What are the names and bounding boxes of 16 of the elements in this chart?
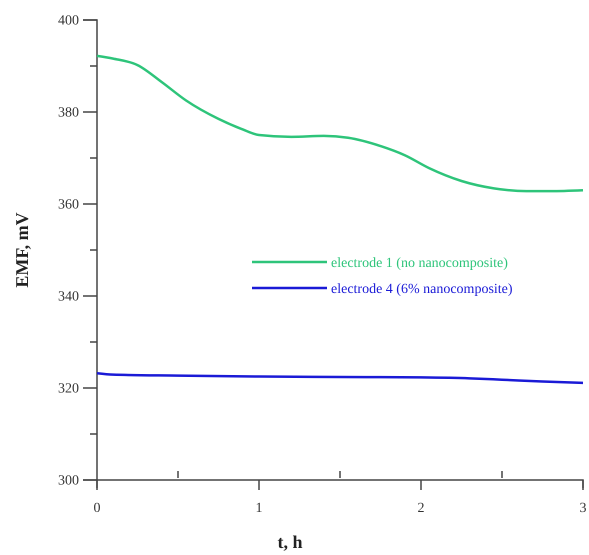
- y-tick-label: 360: [58, 197, 79, 212]
- y-tick-label: 340: [58, 289, 79, 304]
- y-tick-label: 300: [58, 473, 79, 488]
- y-tick-label: 400: [58, 13, 79, 28]
- x-tick-label: 1: [256, 500, 262, 516]
- x-tick-label: 2: [418, 500, 424, 516]
- x-axis-title: t, h: [277, 532, 303, 552]
- y-tick-label: 320: [58, 381, 79, 396]
- line-series: [96, 372, 584, 384]
- text: electrode 1 (no nanocomposite): [331, 256, 508, 271]
- y-tick-label: 380: [58, 105, 79, 120]
- x-tick-label: 0: [94, 500, 100, 516]
- y-axis-title: EMF, mV: [12, 212, 32, 288]
- line-series: [96, 54, 584, 192]
- x-tick-label: 3: [580, 500, 586, 516]
- text: electrode 4 (6% nanocomposite): [331, 282, 513, 297]
